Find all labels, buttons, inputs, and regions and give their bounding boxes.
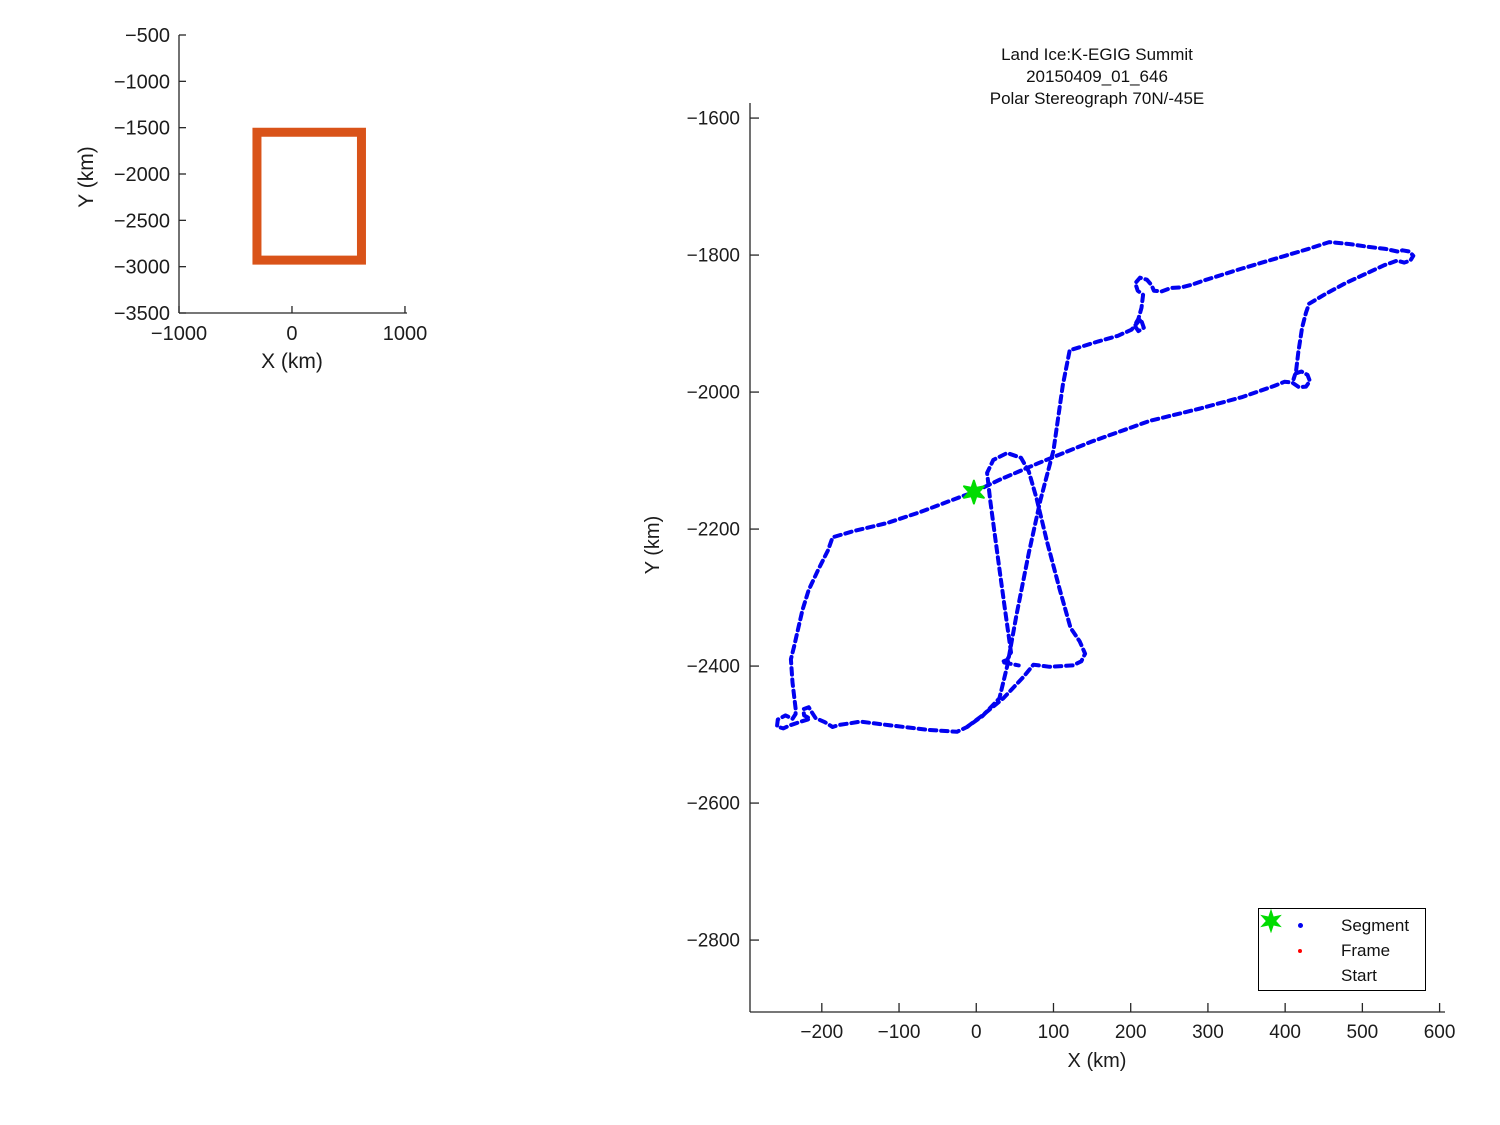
x-tick-label: 0 [286,323,297,345]
y-tick-label: −2800 [687,931,740,952]
y-tick-label: −2200 [687,520,740,541]
legend-label-segment: Segment [1341,915,1410,935]
footprint-rectangle [252,127,366,265]
chart-title: Land Ice:K-EGIG Summit 20150409_01_646 P… [897,44,1297,110]
x-tick-label: −200 [800,1022,843,1043]
y-tick-label: −2600 [687,794,740,815]
y-tick-label: −1600 [687,109,740,130]
flight-path-stroke-1 [775,240,1416,734]
y-tick-label: −1500 [114,118,170,140]
flight-path-stroke-2 [965,451,1088,729]
y-tick-label: −2000 [114,164,170,186]
flight-map-y-axis-label: Y (km) [642,515,664,575]
legend-item-start: Start [1259,909,1425,988]
overview-x-axis-label: X (km) [261,350,323,373]
legend-dot [1298,948,1302,953]
x-tick-label: 1000 [383,323,428,345]
chart-title-line-2: 20150409_01_646 [1026,67,1168,86]
chart-title-line-1: Land Ice:K-EGIG Summit [1001,45,1193,64]
y-tick-label: −2400 [687,657,740,678]
legend-label-frame: Frame [1341,940,1391,960]
start-marker [963,479,985,505]
x-tick-label: 100 [1038,1022,1070,1043]
legend-label-start: Start [1341,965,1377,985]
y-tick-label: −3500 [114,303,170,325]
y-tick-label: −2500 [114,210,170,232]
legend-hexagram [1260,909,1282,933]
chart-title-line-3: Polar Stereograph 70N/-45E [989,89,1205,108]
x-tick-label: 600 [1424,1022,1456,1043]
y-tick-label: −500 [125,25,170,47]
legend-item-segment: Segment [1259,913,1425,938]
y-tick-label: −3000 [114,257,170,279]
y-tick-label: −1000 [114,71,170,93]
x-tick-label: 400 [1269,1022,1301,1043]
overview-y-axis-label: Y (km) [75,146,98,208]
legend: Segment Frame Start [1258,908,1426,991]
y-tick-label: −2000 [687,383,740,404]
frame-marker-icon [1259,948,1341,953]
flight-map-x-axis-label: X (km) [1067,1050,1127,1072]
y-tick-label: −1800 [687,246,740,267]
x-tick-label: 500 [1347,1022,1379,1043]
legend-item-frame: Frame [1259,938,1425,963]
x-tick-label: 300 [1192,1022,1224,1043]
segment-marker-icon [1259,923,1341,928]
legend-dot [1297,923,1303,928]
x-tick-label: −100 [878,1022,921,1043]
x-tick-label: 0 [971,1022,982,1043]
x-tick-label: 200 [1115,1022,1147,1043]
x-tick-label: −1000 [151,323,207,345]
